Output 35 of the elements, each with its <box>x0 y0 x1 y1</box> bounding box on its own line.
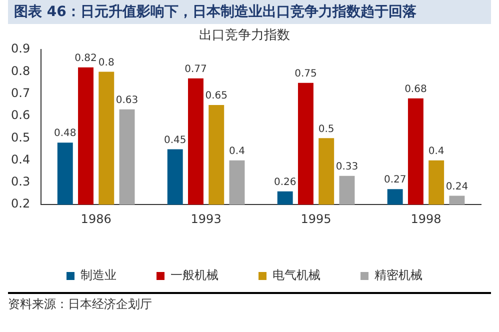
x-tick-label: 1995 <box>300 212 332 226</box>
data-label: 0.48 <box>54 128 76 140</box>
legend-label: 制造业 <box>80 268 116 282</box>
data-label: 0.68 <box>404 84 427 95</box>
x-tick-label: 1998 <box>410 212 442 226</box>
y-tick-label: 0.8 <box>10 64 30 78</box>
data-label: 0.65 <box>205 90 228 102</box>
y-tick-label: 0.2 <box>10 196 30 211</box>
y-tick-label: 0.5 <box>10 130 30 144</box>
data-label: 0.77 <box>184 64 207 75</box>
legend-label: 精密机械 <box>374 268 422 282</box>
y-tick-label: 0.3 <box>10 174 30 189</box>
data-label: 0.33 <box>336 161 358 172</box>
chart-title: 图表 46：日元升值影响下，日本制造业出口竞争力指数趋于回落 <box>8 0 491 24</box>
y-tick-label: 0.6 <box>10 108 30 122</box>
data-label: 0.63 <box>116 94 138 106</box>
data-label: 0.8 <box>98 57 114 68</box>
data-label: 0.45 <box>164 134 186 146</box>
legend-label: 一般机械 <box>170 268 218 282</box>
y-tick-label: 0.7 <box>10 86 30 100</box>
text: 资料来源：日本经济企划厅 <box>8 296 153 313</box>
data-label: 0.4 <box>229 146 245 157</box>
chart-subtitle: 出口竞争力指数 <box>199 28 290 44</box>
y-tick-label: 0.4 <box>10 152 30 166</box>
x-tick-label: 1993 <box>190 212 222 226</box>
data-label: 0.27 <box>384 174 406 186</box>
data-label: 0.26 <box>274 176 296 188</box>
legend-label: 电气机械 <box>272 268 320 282</box>
y-tick-label: 0.9 <box>10 42 30 56</box>
x-tick-label: 1986 <box>80 212 112 226</box>
data-label: 0.82 <box>74 52 97 64</box>
data-label: 0.5 <box>318 124 334 135</box>
data-label: 0.4 <box>428 146 444 157</box>
data-label: 0.24 <box>446 181 468 192</box>
data-label: 0.75 <box>294 68 317 80</box>
